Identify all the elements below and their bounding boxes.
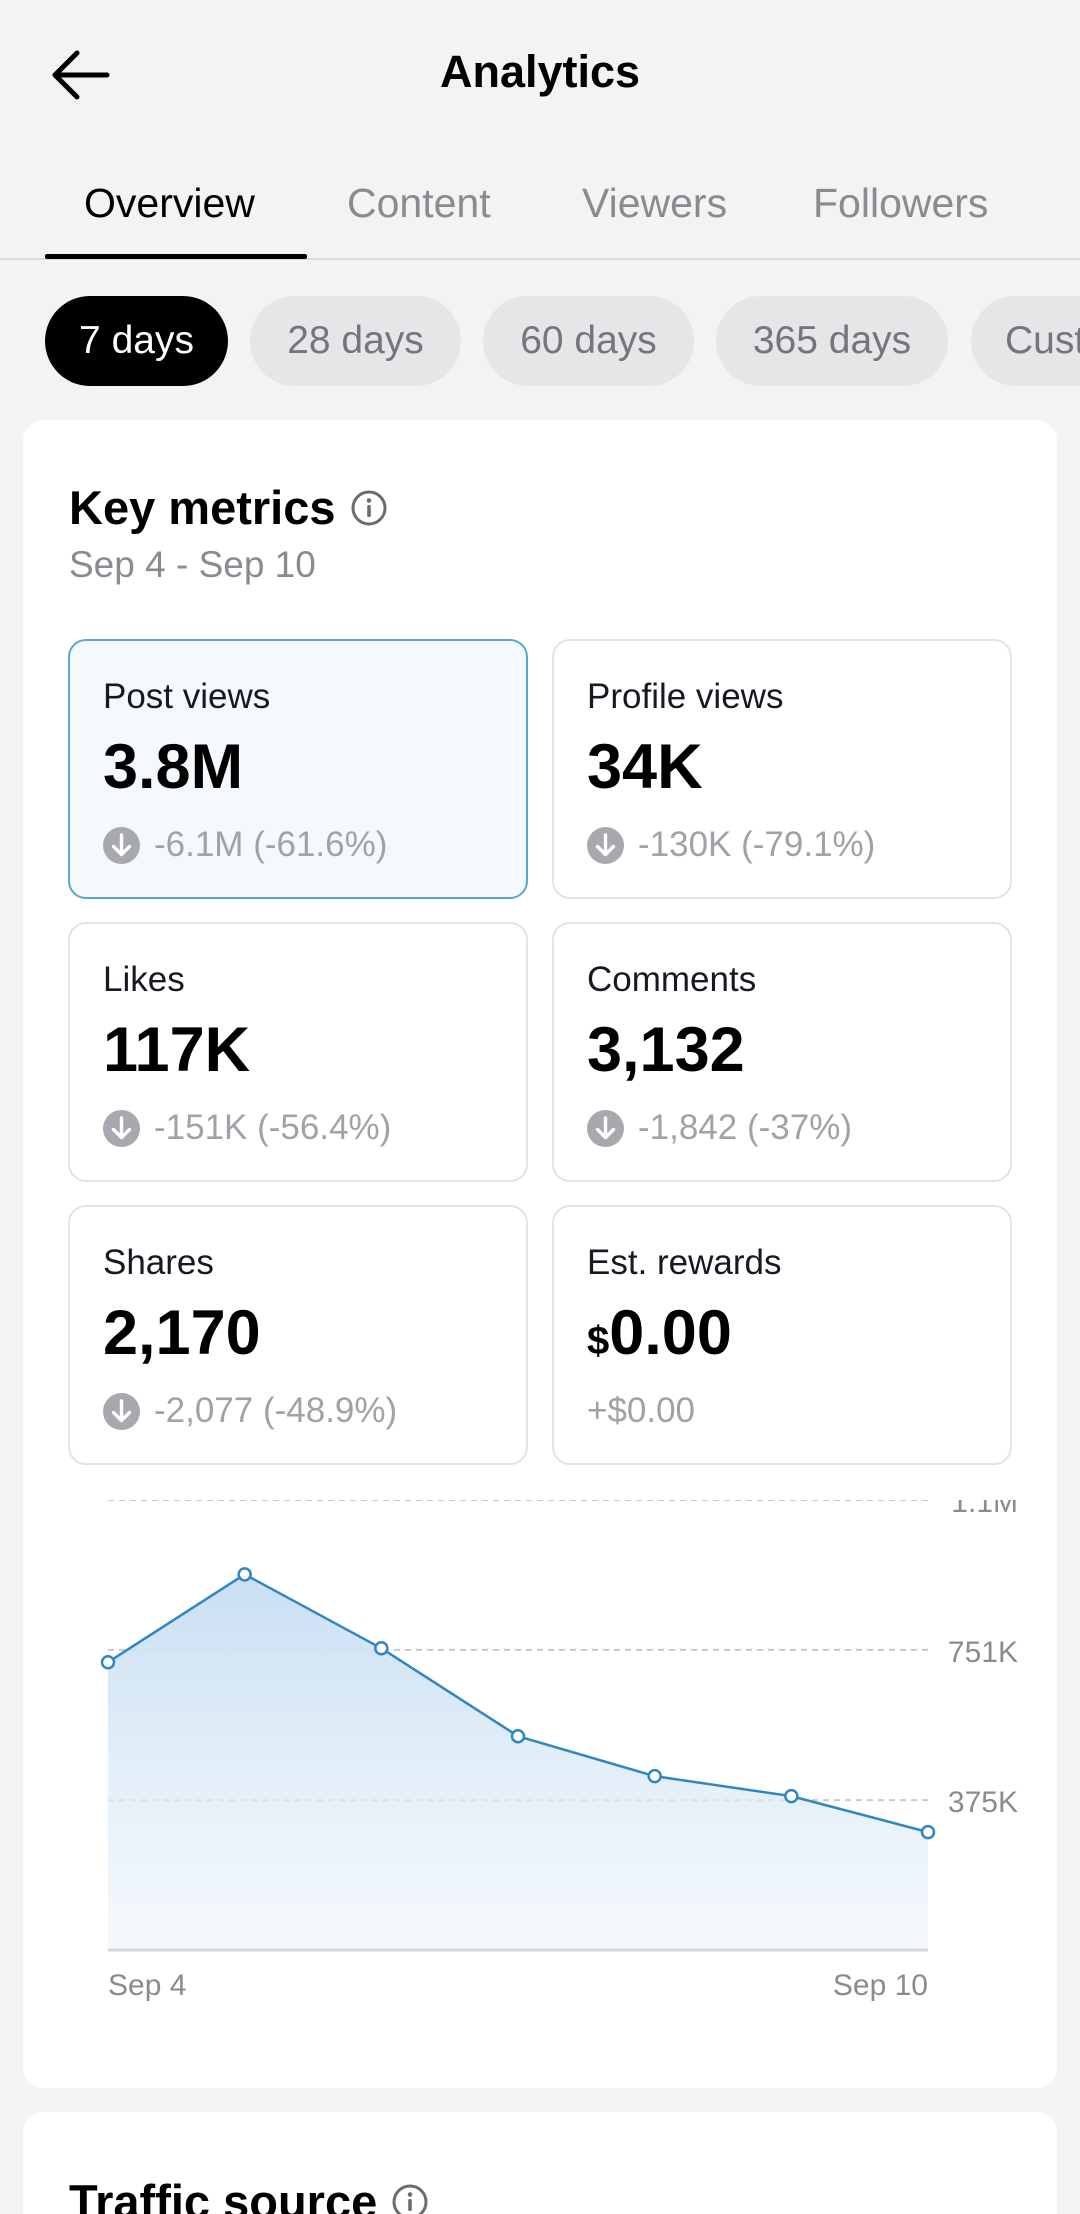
currency-symbol: $ xyxy=(587,1319,610,1363)
key-metrics-card: Key metrics Sep 4 - Sep 10 Post views 3.… xyxy=(23,420,1057,2088)
range-60-days[interactable]: 60 days xyxy=(483,296,694,386)
active-tab-indicator xyxy=(45,254,307,259)
range-28-days[interactable]: 28 days xyxy=(250,296,461,386)
area-fill xyxy=(108,1574,928,1950)
metric-est-rewards[interactable]: Est. rewards $0.00 +$0.00 xyxy=(552,1205,1012,1465)
metric-value: 3,132 xyxy=(587,1015,745,1085)
metric-label: Comments xyxy=(587,960,757,999)
metric-value: $0.00 xyxy=(587,1297,732,1369)
metric-change-text: -1,842 (-37%) xyxy=(638,1108,852,1147)
top-bar: Analytics Overview Content Viewers Follo… xyxy=(0,0,1080,260)
metric-change: -6.1M (-61.6%) xyxy=(103,825,387,865)
metric-change-text: -2,077 (-48.9%) xyxy=(154,1391,398,1430)
data-point xyxy=(237,1567,252,1582)
metric-value: 2,170 xyxy=(103,1298,261,1368)
metric-shares[interactable]: Shares 2,170 -2,077 (-48.9%) xyxy=(68,1205,528,1465)
arrow-down-circle-icon xyxy=(103,826,140,864)
data-point xyxy=(647,1768,662,1784)
metric-change-text: -151K (-56.4%) xyxy=(154,1108,392,1147)
metric-value: 3.8M xyxy=(103,732,244,802)
arrow-down-circle-icon xyxy=(587,1109,624,1147)
metric-change-text: -6.1M (-61.6%) xyxy=(154,825,388,864)
metric-change: -2,077 (-48.9%) xyxy=(103,1391,397,1431)
date-range-selector: 7 days 28 days 60 days 365 days Custom xyxy=(0,296,1080,386)
info-icon[interactable] xyxy=(350,489,388,527)
page-title: Analytics xyxy=(439,46,641,97)
data-point xyxy=(510,1728,526,1744)
tab-content[interactable]: Content xyxy=(347,180,491,226)
metric-change-text: -130K (-79.1%) xyxy=(638,825,876,864)
tab-followers[interactable]: Followers xyxy=(813,180,989,226)
metric-label: Shares xyxy=(103,1243,214,1282)
range-7-days[interactable]: 7 days xyxy=(45,296,228,386)
key-metrics-heading: Key metrics xyxy=(69,480,388,535)
metric-profile-views[interactable]: Profile views 34K -130K (-79.1%) xyxy=(552,639,1012,899)
metric-value-amount: 0.00 xyxy=(609,1298,732,1368)
arrow-down-circle-icon xyxy=(103,1392,140,1430)
key-metrics-title: Key metrics xyxy=(69,481,336,534)
metric-change-text: +$0.00 xyxy=(587,1391,696,1430)
metric-value: 34K xyxy=(587,732,703,802)
metric-label: Est. rewards xyxy=(587,1243,782,1282)
arrow-down-circle-icon xyxy=(103,1109,140,1147)
metric-change: +$0.00 xyxy=(587,1391,695,1431)
y-tick-label: 751K xyxy=(948,1636,1018,1669)
y-tick-label: 375K xyxy=(948,1786,1018,1819)
y-tick-label: 1.1M xyxy=(951,1500,1018,1519)
data-point xyxy=(100,1655,116,1670)
x-tick-label: Sep 10 xyxy=(833,1969,928,2002)
tab-bar: Overview Content Viewers Followers xyxy=(0,170,1080,260)
metric-change: -151K (-56.4%) xyxy=(103,1108,391,1148)
info-icon[interactable] xyxy=(391,2183,429,2214)
metric-change: -130K (-79.1%) xyxy=(587,825,875,865)
tab-viewers[interactable]: Viewers xyxy=(582,180,728,226)
metric-comments[interactable]: Comments 3,132 -1,842 (-37%) xyxy=(552,922,1012,1182)
metric-change: -1,842 (-37%) xyxy=(587,1108,852,1148)
range-365-days[interactable]: 365 days xyxy=(716,296,948,386)
back-button[interactable] xyxy=(40,38,120,112)
metric-label: Profile views xyxy=(587,677,784,716)
traffic-source-heading: Traffic source xyxy=(69,2174,429,2214)
data-point xyxy=(784,1788,799,1804)
data-point xyxy=(374,1641,389,1656)
x-tick-label: Sep 4 xyxy=(108,1969,186,2002)
traffic-source-title: Traffic source xyxy=(69,2175,378,2214)
metric-post-views[interactable]: Post views 3.8M -6.1M (-61.6%) xyxy=(68,639,528,899)
traffic-source-card: Traffic source xyxy=(23,2112,1057,2214)
metric-value: 117K xyxy=(103,1015,251,1085)
arrow-down-circle-icon xyxy=(587,826,624,864)
post-views-chart: 1.1M 751K 375K Sep 4 Sep 10 xyxy=(100,1500,1018,2002)
arrow-left-icon xyxy=(52,50,110,100)
date-range-label: Sep 4 - Sep 10 xyxy=(69,544,316,585)
metric-label: Likes xyxy=(103,960,185,999)
range-custom[interactable]: Custom xyxy=(971,296,1080,386)
tab-overview[interactable]: Overview xyxy=(84,180,255,226)
metric-label: Post views xyxy=(103,677,271,716)
metric-likes[interactable]: Likes 117K -151K (-56.4%) xyxy=(68,922,528,1182)
data-point xyxy=(920,1824,936,1840)
